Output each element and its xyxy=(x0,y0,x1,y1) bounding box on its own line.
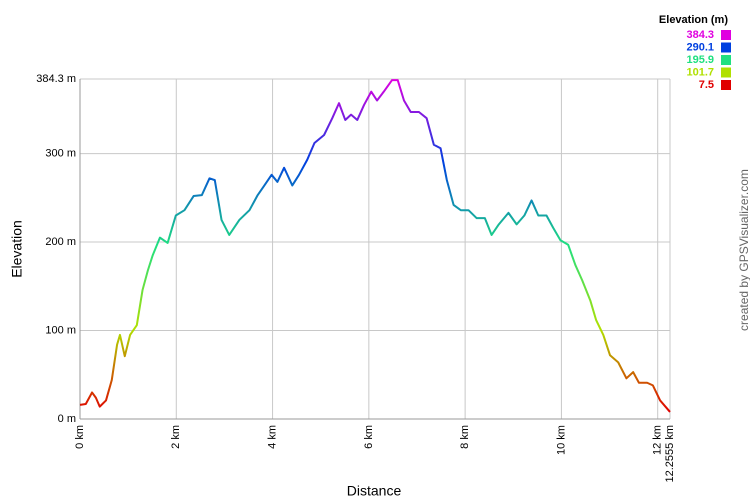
legend-label: 7.5 xyxy=(699,79,714,91)
x-tick-label: 6 km xyxy=(363,425,375,449)
y-tick-label: 100 m xyxy=(45,324,76,336)
legend-swatch xyxy=(721,67,731,78)
credit: created by GPSVisualizer.com xyxy=(737,169,750,331)
legend-swatch xyxy=(721,80,731,90)
x-tick-label: 2 km xyxy=(170,425,182,449)
x-tick-label: 12 km xyxy=(652,425,664,455)
y-tick-label: 300 m xyxy=(45,147,76,159)
x-tick-label: 8 km xyxy=(459,425,471,449)
legend-title: Elevation (m) xyxy=(659,14,728,26)
y-axis-title: Elevation xyxy=(9,220,25,278)
elevation-line xyxy=(79,79,671,413)
x-tick-label: 10 km xyxy=(555,425,567,455)
legend-label: 195.9 xyxy=(686,54,714,66)
legend-label: 290.1 xyxy=(686,41,714,53)
x-tick-label: 0 km xyxy=(74,425,86,449)
legend-label: 384.3 xyxy=(686,29,714,41)
legend-swatch xyxy=(721,30,731,40)
legend-swatch xyxy=(721,55,731,65)
x-axis-title: Distance xyxy=(347,483,402,499)
legend-label: 101.7 xyxy=(686,66,714,78)
x-tick-label: 4 km xyxy=(266,425,278,449)
y-tick-label: 200 m xyxy=(45,236,76,248)
x-tick-label: 12.2555 km xyxy=(664,425,676,482)
y-tick-label: 0 m xyxy=(58,413,76,425)
y-tick-label: 384.3 m xyxy=(36,73,76,85)
legend-swatch xyxy=(721,42,731,53)
